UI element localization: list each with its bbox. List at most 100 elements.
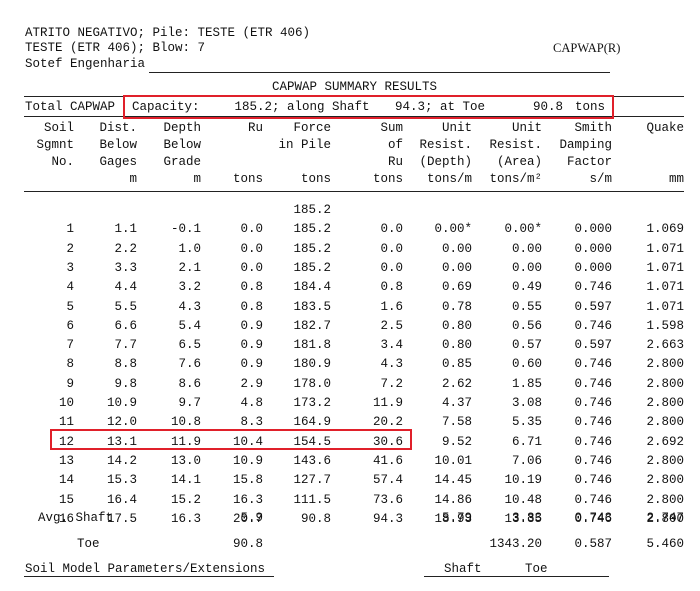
cell-force-in-pile: 184.4 xyxy=(293,280,331,295)
row-13-highlight-box xyxy=(50,429,412,450)
cell-force-in-pile: 185.2 xyxy=(293,222,331,237)
cell-quake: 1.069 xyxy=(646,222,684,237)
capwap-brand: CAPWAP(R) xyxy=(553,41,621,55)
cell-soil-segment: 1 xyxy=(66,222,74,237)
avg-shaft-unit-area: 3.83 xyxy=(511,511,542,525)
cell-smith-damping: 0.000 xyxy=(574,222,612,237)
cell-smith-damping: 0.746 xyxy=(574,396,612,410)
cell-quake: 2.692 xyxy=(646,434,684,449)
cell-unit-resist-area: 6.71 xyxy=(511,434,542,449)
header-unit-resist-area-line-2: Resist. xyxy=(489,138,542,152)
cell-quake: 1.598 xyxy=(646,318,684,333)
cell-force-in-pile: 185.2 xyxy=(293,241,331,256)
cell-unit-resist-depth: 14.45 xyxy=(434,473,472,488)
cell-sum-of-ru: 7.2 xyxy=(380,376,403,391)
header-depth-below-grade-line-1: Depth xyxy=(163,121,201,135)
cell-ru: 20.7 xyxy=(232,511,263,526)
cell-ru: 0.9 xyxy=(240,338,263,353)
cell-ru: 0.8 xyxy=(240,280,263,295)
cell-smith-damping: 0.746 xyxy=(574,492,612,507)
soil-model-label: Soil Model Parameters/Extensions xyxy=(25,562,266,576)
header-smith-damping-line-2: Damping xyxy=(559,138,612,152)
cell-soil-segment: 8 xyxy=(66,357,74,372)
cell-unit-resist-area: 10.48 xyxy=(504,492,542,507)
cell-force-in-pile: 182.7 xyxy=(293,318,331,333)
cell-quake: 2.800 xyxy=(646,511,684,526)
capacity-label: Capacity: xyxy=(132,100,200,114)
capacity-divider xyxy=(24,116,684,117)
avg-shaft-label: Avg. Shaft xyxy=(38,511,114,525)
company-name: Sotef Engenharia xyxy=(25,57,146,71)
avg-shaft-smith: 0.743 xyxy=(574,511,612,525)
cell-force-in-pile: 154.5 xyxy=(293,434,331,449)
total-capwap-label: Total CAPWAP xyxy=(25,100,116,114)
header-unit-resist-area-line-3: (Area) xyxy=(496,155,542,169)
cell-smith-damping: 0.746 xyxy=(574,318,612,333)
header-line-1: ATRITO NEGATIVO; Pile: TESTE (ETR 406) xyxy=(25,26,311,40)
avg-shaft-quake: 2.747 xyxy=(646,511,684,525)
cell-soil-segment: 15 xyxy=(58,492,74,507)
cell-force-in-pile: 143.6 xyxy=(293,453,331,468)
cell-quake: 2.800 xyxy=(646,357,684,372)
cell-depth-below-grade: 9.7 xyxy=(178,396,201,410)
cell-depth-below-grade: 7.6 xyxy=(178,357,201,372)
cell-soil-segment: 7 xyxy=(66,338,74,353)
toe-quake: 5.460 xyxy=(646,537,684,551)
cell-sum-of-ru: 0.0 xyxy=(380,241,403,256)
cell-ru: 15.8 xyxy=(232,473,263,488)
cell-soil-segment: 11 xyxy=(58,415,74,430)
cell-unit-resist-area: 13.35 xyxy=(504,511,542,526)
cell-force-in-pile: 90.8 xyxy=(300,511,331,526)
cell-unit-resist-area: 0.60 xyxy=(511,357,542,372)
avg-shaft-unit-depth: 5.79 xyxy=(441,511,472,525)
cell-unit-resist-depth: 14.86 xyxy=(434,492,472,507)
cell-sum-of-ru: 1.6 xyxy=(380,299,403,314)
summary-title: CAPWAP SUMMARY RESULTS xyxy=(272,80,438,94)
cell-smith-damping: 0.000 xyxy=(574,260,612,275)
header-ru-line-4: tons xyxy=(232,172,263,186)
footer-shaft-label: Shaft xyxy=(444,562,482,576)
cell-ru: 0.0 xyxy=(240,241,263,256)
cell-unit-resist-depth: 0.00 xyxy=(441,241,472,256)
cell-dist-below-gages: 16.4 xyxy=(106,492,137,507)
cell-unit-resist-depth: 0.00 xyxy=(441,260,472,275)
cell-unit-resist-area: 0.00 xyxy=(511,260,542,275)
header-ru-line-1: Ru xyxy=(247,121,263,135)
header-sum-of-ru-line-2: of xyxy=(387,138,403,152)
cell-smith-damping: 0.746 xyxy=(574,473,612,488)
cell-quake: 2.800 xyxy=(646,396,684,410)
cell-force-in-pile: 181.8 xyxy=(293,338,331,353)
cell-sum-of-ru: 2.5 xyxy=(380,318,403,333)
header-smith-damping-line-4: s/m xyxy=(589,172,612,186)
cell-sum-of-ru: 0.8 xyxy=(380,280,403,295)
cell-smith-damping: 0.746 xyxy=(574,511,612,526)
along-shaft-label: ; along Shaft xyxy=(272,100,370,114)
cell-dist-below-gages: 5.5 xyxy=(114,299,137,314)
cell-unit-resist-depth: 0.85 xyxy=(441,357,472,372)
cell-depth-below-grade: -0.1 xyxy=(170,222,201,237)
cell-depth-below-grade: 3.2 xyxy=(178,280,201,295)
cell-dist-below-gages: 8.8 xyxy=(114,357,137,372)
footer-toe-label: Toe xyxy=(525,562,548,576)
cell-depth-below-grade: 8.6 xyxy=(178,376,201,391)
cell-smith-damping: 0.746 xyxy=(574,453,612,468)
cell-dist-below-gages: 10.9 xyxy=(106,396,137,410)
cell-depth-below-grade: 2.1 xyxy=(178,260,201,275)
cell-sum-of-ru: 41.6 xyxy=(372,453,403,468)
cell-quake: 2.800 xyxy=(646,453,684,468)
cell-sum-of-ru: 57.4 xyxy=(372,473,403,488)
cell-unit-resist-area: 10.19 xyxy=(504,473,542,488)
top-force-value: 185.2 xyxy=(293,203,331,217)
header-force-in-pile-line-2: in Pile xyxy=(278,138,331,152)
cell-ru: 10.4 xyxy=(232,434,263,449)
cell-soil-segment: 10 xyxy=(58,396,74,410)
cell-force-in-pile: 164.9 xyxy=(293,415,331,430)
toe-label: Toe xyxy=(77,537,100,551)
header-soil-segment-line-3: No. xyxy=(51,155,74,169)
cell-unit-resist-depth: 0.80 xyxy=(441,338,472,353)
cell-dist-below-gages: 9.8 xyxy=(114,376,137,391)
cell-unit-resist-depth: 18.93 xyxy=(434,511,472,526)
cell-unit-resist-depth: 0.78 xyxy=(441,299,472,314)
cell-force-in-pile: 183.5 xyxy=(293,299,331,314)
cell-sum-of-ru: 20.2 xyxy=(372,415,403,430)
